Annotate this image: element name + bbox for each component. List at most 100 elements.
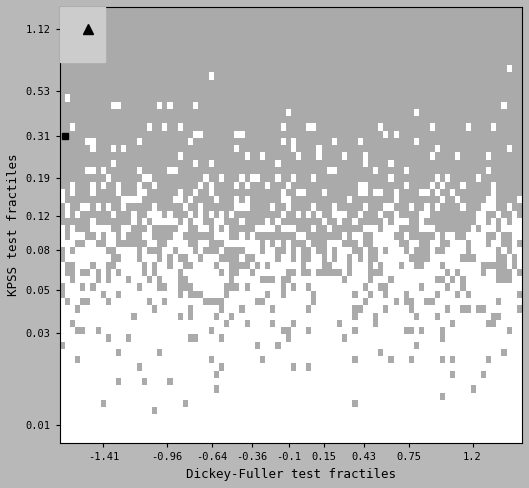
- Bar: [276, 385, 280, 392]
- Bar: [430, 123, 435, 131]
- Bar: [312, 262, 316, 269]
- Bar: [455, 320, 460, 327]
- Bar: [358, 392, 363, 400]
- Bar: [276, 414, 280, 422]
- Bar: [75, 385, 80, 392]
- Bar: [172, 262, 178, 269]
- Bar: [234, 378, 240, 385]
- Bar: [507, 422, 512, 429]
- Bar: [327, 254, 332, 262]
- Bar: [440, 422, 445, 429]
- Bar: [106, 232, 111, 240]
- Bar: [188, 349, 193, 356]
- Bar: [466, 298, 471, 305]
- Bar: [471, 436, 476, 444]
- Bar: [363, 203, 368, 211]
- Bar: [111, 160, 116, 167]
- Bar: [121, 436, 126, 444]
- Bar: [476, 349, 481, 356]
- Bar: [65, 436, 70, 444]
- Bar: [476, 218, 481, 225]
- Bar: [363, 262, 368, 269]
- Bar: [142, 407, 147, 414]
- Bar: [373, 342, 378, 349]
- Bar: [471, 342, 476, 349]
- Bar: [337, 342, 342, 349]
- Bar: [240, 254, 244, 262]
- Bar: [224, 312, 229, 320]
- Bar: [414, 284, 419, 291]
- Bar: [424, 378, 430, 385]
- Bar: [460, 378, 466, 385]
- Bar: [204, 429, 208, 436]
- Bar: [101, 429, 106, 436]
- Bar: [178, 152, 183, 160]
- Bar: [121, 232, 126, 240]
- Bar: [265, 400, 270, 407]
- Bar: [193, 385, 198, 392]
- Bar: [332, 414, 337, 422]
- Bar: [296, 422, 301, 429]
- Bar: [414, 422, 419, 429]
- Bar: [121, 327, 126, 334]
- Bar: [332, 291, 337, 298]
- Bar: [198, 378, 204, 385]
- Bar: [512, 378, 517, 385]
- Bar: [337, 378, 342, 385]
- Bar: [363, 385, 368, 392]
- Bar: [455, 371, 460, 378]
- Bar: [96, 378, 101, 385]
- Bar: [183, 371, 188, 378]
- Bar: [224, 298, 229, 305]
- Bar: [394, 327, 399, 334]
- Bar: [286, 436, 291, 444]
- Bar: [342, 232, 348, 240]
- Bar: [106, 284, 111, 291]
- Bar: [106, 312, 111, 320]
- Bar: [219, 371, 224, 378]
- Bar: [455, 349, 460, 356]
- Bar: [286, 312, 291, 320]
- Bar: [198, 327, 204, 334]
- Bar: [471, 364, 476, 371]
- Bar: [306, 414, 312, 422]
- Bar: [332, 400, 337, 407]
- Bar: [147, 422, 152, 429]
- Bar: [501, 102, 507, 109]
- Bar: [111, 356, 116, 364]
- Bar: [121, 422, 126, 429]
- Bar: [476, 240, 481, 247]
- Bar: [198, 364, 204, 371]
- Bar: [106, 378, 111, 385]
- Bar: [491, 378, 496, 385]
- Bar: [496, 291, 501, 298]
- Bar: [399, 385, 404, 392]
- Bar: [60, 276, 65, 284]
- Bar: [291, 327, 296, 334]
- Bar: [352, 414, 358, 422]
- Bar: [142, 312, 147, 320]
- Bar: [240, 284, 244, 291]
- Bar: [157, 436, 162, 444]
- Bar: [316, 291, 322, 298]
- Bar: [491, 349, 496, 356]
- Bar: [291, 276, 296, 284]
- Bar: [60, 6, 105, 62]
- Bar: [486, 196, 491, 203]
- Bar: [193, 407, 198, 414]
- Bar: [70, 327, 75, 334]
- Bar: [312, 422, 316, 429]
- Bar: [501, 334, 507, 342]
- Bar: [193, 364, 198, 371]
- Bar: [312, 349, 316, 356]
- Bar: [260, 364, 265, 371]
- Bar: [399, 364, 404, 371]
- Bar: [198, 211, 204, 218]
- Bar: [316, 254, 322, 262]
- Bar: [301, 378, 306, 385]
- Bar: [363, 436, 368, 444]
- Bar: [224, 414, 229, 422]
- Bar: [255, 371, 260, 378]
- Bar: [512, 312, 517, 320]
- Bar: [378, 240, 384, 247]
